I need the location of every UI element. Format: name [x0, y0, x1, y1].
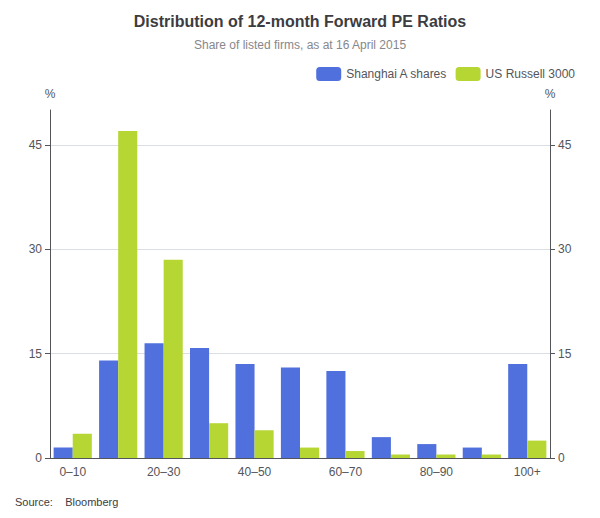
svg-text:45: 45: [558, 138, 572, 152]
svg-text:20–30: 20–30: [147, 465, 181, 479]
svg-text:100+: 100+: [514, 465, 541, 479]
svg-text:45: 45: [29, 138, 43, 152]
svg-text:Share of listed firms, as at 1: Share of listed firms, as at 16 April 20…: [194, 38, 406, 52]
svg-text:15: 15: [558, 347, 572, 361]
svg-text:80–90: 80–90: [420, 465, 454, 479]
svg-text:30: 30: [558, 242, 572, 256]
svg-text:Source: Bloomberg: Source: Bloomberg: [15, 496, 118, 508]
svg-text:15: 15: [29, 347, 43, 361]
svg-text:40–50: 40–50: [238, 465, 272, 479]
svg-text:0–10: 0–10: [59, 465, 86, 479]
svg-text:%: %: [545, 87, 556, 101]
svg-text:Distribution of 12-month Forwa: Distribution of 12-month Forward PE Rati…: [134, 13, 467, 30]
svg-text:%: %: [45, 87, 56, 101]
svg-text:30: 30: [29, 242, 43, 256]
svg-text:60–70: 60–70: [329, 465, 363, 479]
svg-text:US Russell 3000: US Russell 3000: [486, 67, 576, 81]
svg-text:0: 0: [35, 451, 42, 465]
svg-text:0: 0: [558, 451, 565, 465]
svg-text:Shanghai A shares: Shanghai A shares: [346, 67, 446, 81]
